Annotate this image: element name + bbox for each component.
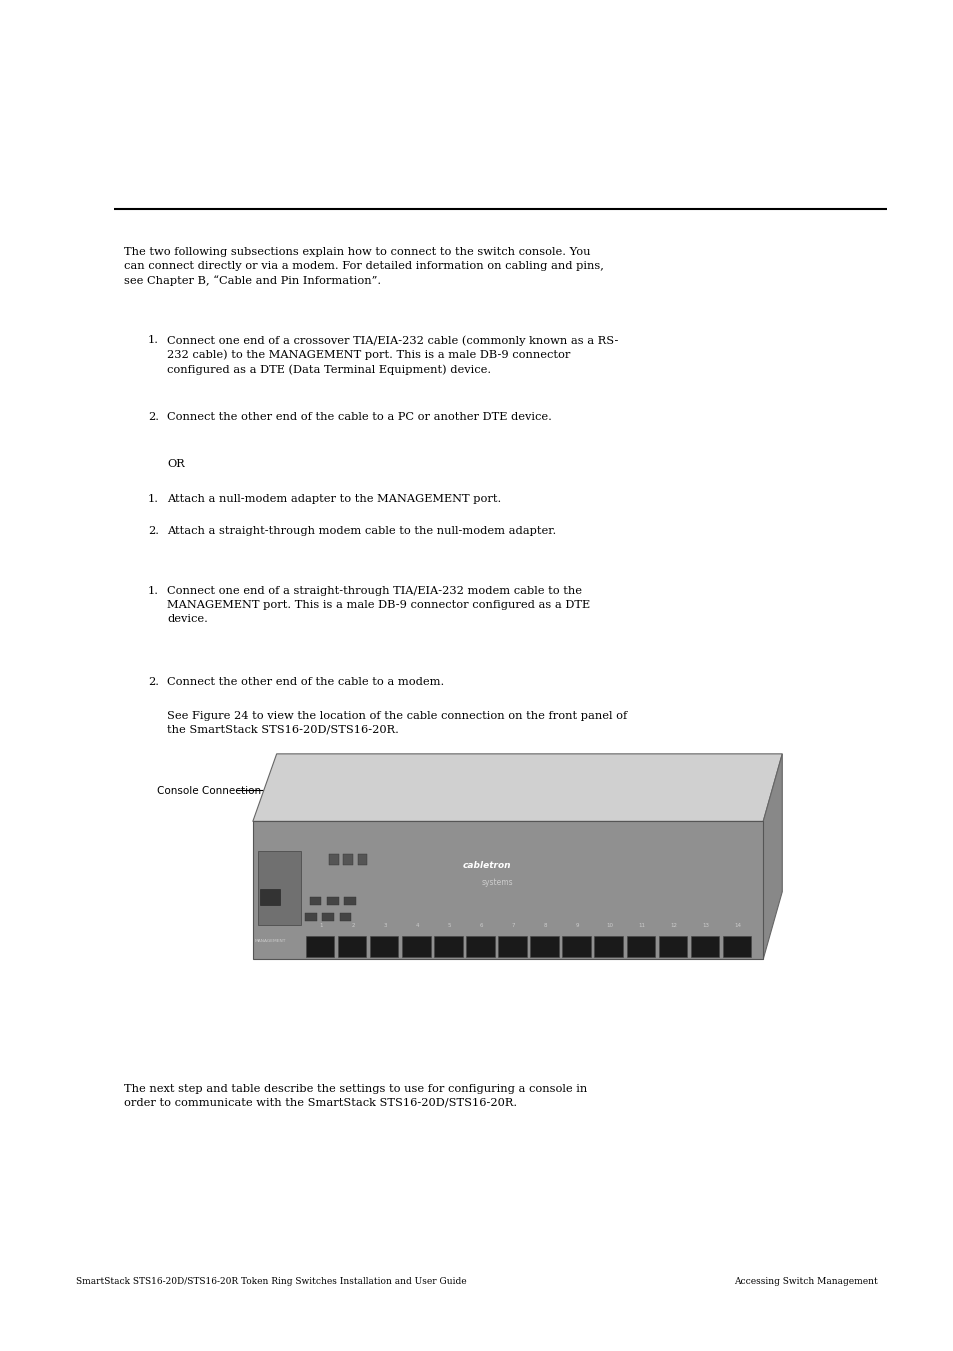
- Bar: [327, 897, 338, 905]
- Text: 9: 9: [576, 923, 578, 928]
- Text: Attach a straight-through modem cable to the null-modem adapter.: Attach a straight-through modem cable to…: [167, 526, 556, 535]
- Text: 1.: 1.: [148, 335, 159, 345]
- Text: 3: 3: [383, 923, 387, 928]
- Text: 1: 1: [319, 923, 323, 928]
- Bar: [344, 897, 355, 905]
- FancyBboxPatch shape: [466, 936, 494, 957]
- Text: See Figure 24 to view the location of the cable connection on the front panel of: See Figure 24 to view the location of th…: [167, 711, 626, 735]
- FancyBboxPatch shape: [721, 936, 750, 957]
- Text: 11: 11: [638, 923, 644, 928]
- Text: Connect the other end of the cable to a modem.: Connect the other end of the cable to a …: [167, 677, 444, 686]
- FancyBboxPatch shape: [497, 936, 526, 957]
- Text: cabletron: cabletron: [462, 861, 511, 870]
- Bar: [305, 913, 316, 921]
- Text: Accessing Switch Management: Accessing Switch Management: [733, 1277, 877, 1286]
- Text: 5: 5: [447, 923, 451, 928]
- FancyBboxPatch shape: [253, 821, 762, 959]
- Text: 12: 12: [669, 923, 677, 928]
- Polygon shape: [762, 754, 781, 959]
- Bar: [310, 897, 321, 905]
- FancyBboxPatch shape: [626, 936, 654, 957]
- Text: 1.: 1.: [148, 494, 159, 504]
- FancyBboxPatch shape: [562, 936, 590, 957]
- FancyBboxPatch shape: [594, 936, 622, 957]
- Bar: [260, 889, 279, 905]
- Text: 2.: 2.: [148, 677, 159, 686]
- FancyBboxPatch shape: [434, 936, 462, 957]
- Text: The two following subsections explain how to connect to the switch console. You
: The two following subsections explain ho…: [124, 247, 603, 286]
- Text: 2.: 2.: [148, 526, 159, 535]
- Text: 4: 4: [416, 923, 418, 928]
- FancyBboxPatch shape: [370, 936, 398, 957]
- Text: 8: 8: [543, 923, 547, 928]
- Bar: [343, 854, 353, 865]
- Text: 7: 7: [511, 923, 515, 928]
- Polygon shape: [253, 754, 781, 821]
- Text: 6: 6: [479, 923, 482, 928]
- Text: SmartStack STS16-20D/STS16-20R Token Ring Switches Installation and User Guide: SmartStack STS16-20D/STS16-20R Token Rin…: [76, 1277, 466, 1286]
- FancyBboxPatch shape: [338, 936, 366, 957]
- Text: Console Connection: Console Connection: [157, 786, 261, 796]
- Bar: [322, 913, 334, 921]
- Text: 2: 2: [352, 923, 355, 928]
- Text: Connect the other end of the cable to a PC or another DTE device.: Connect the other end of the cable to a …: [167, 412, 551, 422]
- Text: 2.: 2.: [148, 412, 159, 422]
- Text: 1.: 1.: [148, 586, 159, 596]
- FancyBboxPatch shape: [306, 936, 335, 957]
- Text: systems: systems: [481, 878, 513, 888]
- Text: 13: 13: [701, 923, 708, 928]
- Bar: [357, 854, 367, 865]
- Bar: [257, 851, 300, 925]
- Text: 10: 10: [605, 923, 613, 928]
- Text: Connect one end of a crossover TIA/EIA-232 cable (commonly known as a RS-
232 ca: Connect one end of a crossover TIA/EIA-2…: [167, 335, 618, 376]
- Bar: [339, 913, 351, 921]
- FancyBboxPatch shape: [690, 936, 718, 957]
- FancyBboxPatch shape: [530, 936, 558, 957]
- Text: Attach a null-modem adapter to the MANAGEMENT port.: Attach a null-modem adapter to the MANAG…: [167, 494, 500, 504]
- Text: The next step and table describe the settings to use for configuring a console i: The next step and table describe the set…: [124, 1084, 587, 1108]
- Text: MANAGEMENT: MANAGEMENT: [254, 939, 286, 943]
- Bar: [329, 854, 338, 865]
- Text: Connect one end of a straight-through TIA/EIA-232 modem cable to the
MANAGEMENT : Connect one end of a straight-through TI…: [167, 586, 590, 624]
- Text: OR: OR: [167, 459, 185, 469]
- Text: 14: 14: [734, 923, 740, 928]
- FancyBboxPatch shape: [658, 936, 686, 957]
- FancyBboxPatch shape: [402, 936, 430, 957]
